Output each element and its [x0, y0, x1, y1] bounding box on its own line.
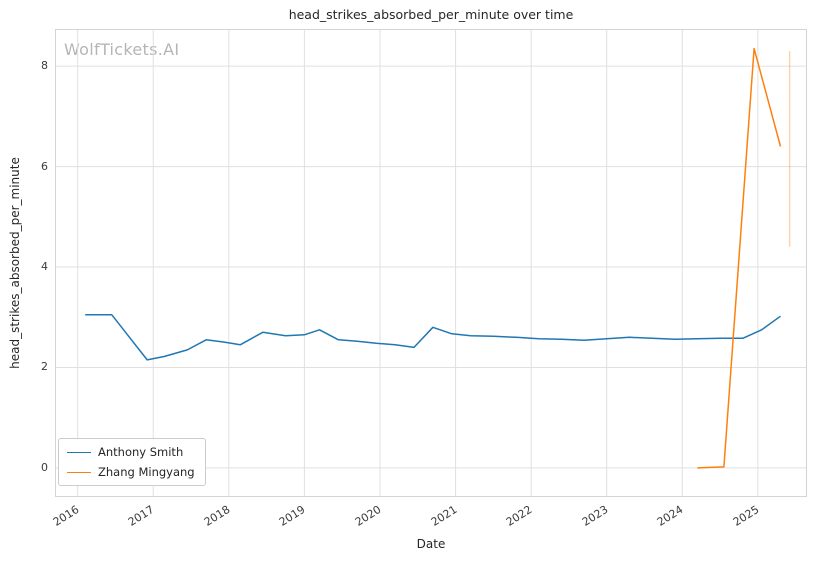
x-axis-label: Date — [416, 537, 446, 551]
plot-frame — [55, 29, 807, 497]
x-tick-label-text: 2022 — [503, 502, 535, 529]
y-tick-label: 6 — [41, 159, 48, 173]
x-tick-label-text: 2017 — [126, 502, 157, 529]
legend-line-anthony-smith — [67, 451, 91, 453]
watermark: WolfTickets.AI — [64, 40, 180, 59]
x-tick-label-text: 2024 — [655, 502, 686, 529]
legend: Anthony Smith Zhang Mingyang — [58, 438, 206, 486]
x-tick-label-text: 2016 — [50, 502, 82, 529]
legend-entry: Zhang Mingyang — [67, 465, 195, 479]
series-line-zhang-mingyang — [697, 47, 782, 469]
y-axis-label: head_strikes_absorbed_per_minute — [8, 157, 22, 369]
legend-entry: Anthony Smith — [67, 445, 195, 459]
x-tick-label-text: 2025 — [730, 502, 762, 529]
legend-line-zhang-mingyang — [67, 471, 91, 473]
series-line-anthony-smith — [85, 313, 781, 361]
x-tick-label-text: 2023 — [579, 502, 611, 529]
x-tick-label-text: 2019 — [277, 502, 308, 529]
legend-label: Anthony Smith — [98, 445, 184, 459]
x-tick-label-text: 2018 — [201, 502, 233, 529]
y-tick-label: 4 — [41, 260, 48, 274]
chart-title: head_strikes_absorbed_per_minute over ti… — [288, 7, 574, 22]
y-tick-label: 2 — [41, 360, 48, 374]
x-tick-label-text: 2020 — [352, 502, 384, 529]
x-tick-label-text: 2021 — [428, 502, 460, 529]
y-tick-label: 8 — [41, 59, 48, 73]
legend-label: Zhang Mingyang — [98, 465, 195, 479]
y-tick-label: 0 — [41, 460, 48, 474]
line-chart — [55, 29, 807, 497]
